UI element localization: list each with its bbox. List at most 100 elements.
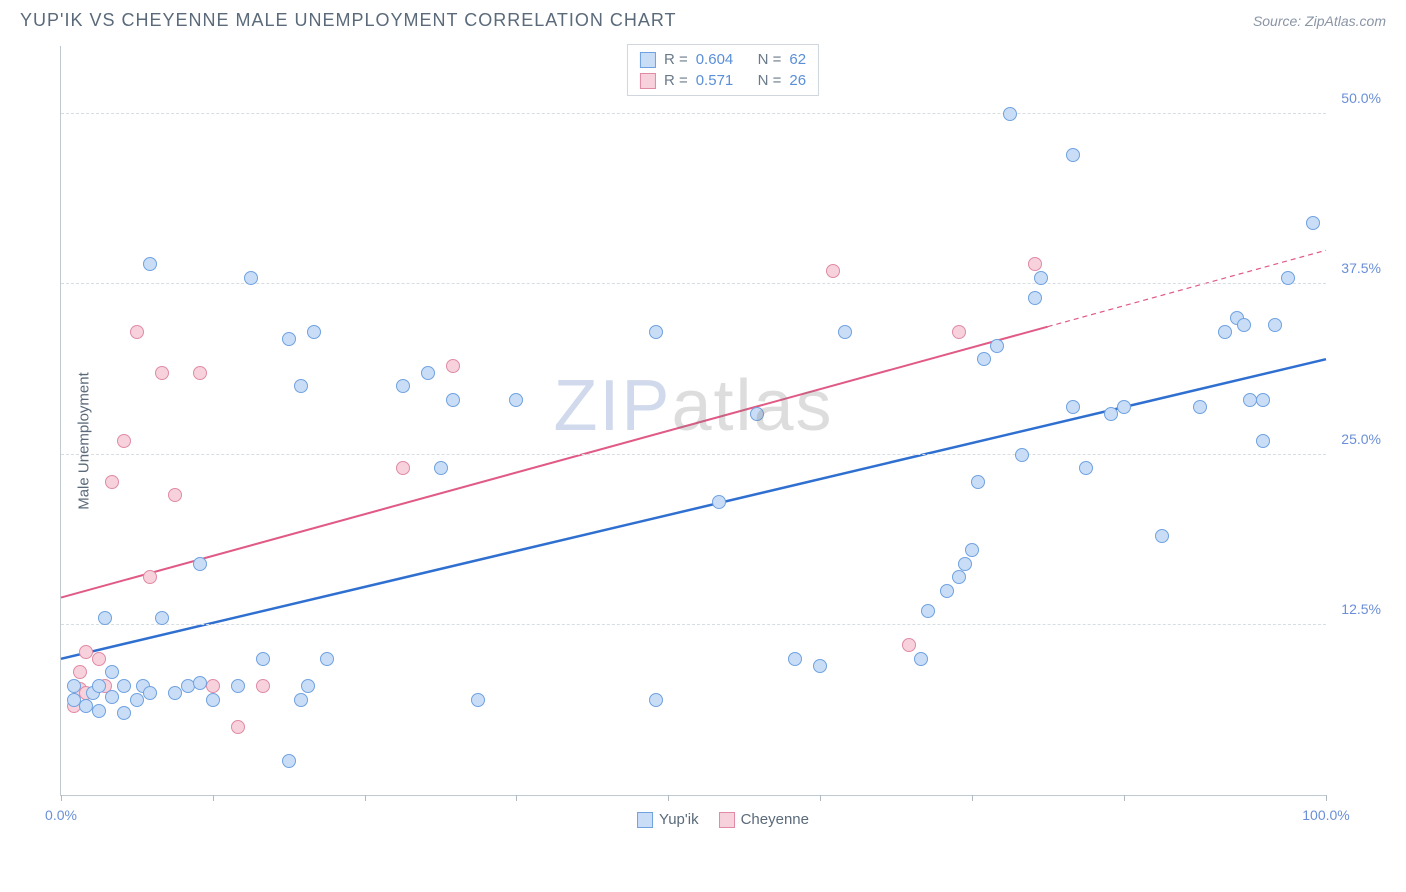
trend-lines-svg xyxy=(61,46,1326,795)
data-point-yupik xyxy=(838,325,852,339)
data-point-cheyenne xyxy=(143,570,157,584)
legend-item-cheyenne: Cheyenne xyxy=(719,811,809,828)
data-point-yupik xyxy=(244,271,258,285)
data-point-yupik xyxy=(1104,407,1118,421)
data-point-yupik xyxy=(282,754,296,768)
x-tick xyxy=(516,795,517,801)
data-point-yupik xyxy=(952,570,966,584)
data-point-yupik xyxy=(193,676,207,690)
data-point-yupik xyxy=(1034,271,1048,285)
swatch-cheyenne xyxy=(719,812,735,828)
x-tick xyxy=(1326,795,1327,801)
data-point-yupik xyxy=(446,393,460,407)
data-point-yupik xyxy=(155,611,169,625)
data-point-yupik xyxy=(396,379,410,393)
data-point-yupik xyxy=(921,604,935,618)
x-tick xyxy=(1124,795,1125,801)
series-legend: Yup'ik Cheyenne xyxy=(637,811,809,828)
data-point-yupik xyxy=(301,679,315,693)
data-point-yupik xyxy=(168,686,182,700)
data-point-yupik xyxy=(813,659,827,673)
data-point-cheyenne xyxy=(231,720,245,734)
data-point-yupik xyxy=(117,706,131,720)
swatch-cheyenne xyxy=(640,73,656,89)
data-point-yupik xyxy=(788,652,802,666)
data-point-cheyenne xyxy=(826,264,840,278)
data-point-yupik xyxy=(1268,318,1282,332)
data-point-cheyenne xyxy=(105,475,119,489)
x-tick-label: 0.0% xyxy=(45,807,77,823)
data-point-yupik xyxy=(914,652,928,666)
plot-area: ZIPatlas 12.5%25.0%37.5%50.0%0.0%100.0% xyxy=(60,46,1326,796)
data-point-yupik xyxy=(1015,448,1029,462)
data-point-yupik xyxy=(750,407,764,421)
n-label: N = xyxy=(758,51,782,68)
x-tick xyxy=(820,795,821,801)
data-point-yupik xyxy=(1066,148,1080,162)
data-point-cheyenne xyxy=(206,679,220,693)
data-point-cheyenne xyxy=(73,665,87,679)
chart-container: Male Unemployment ZIPatlas 12.5%25.0%37.… xyxy=(60,36,1386,846)
swatch-yupik xyxy=(640,52,656,68)
data-point-yupik xyxy=(92,679,106,693)
data-point-yupik xyxy=(1079,461,1093,475)
data-point-cheyenne xyxy=(1028,257,1042,271)
data-point-yupik xyxy=(143,686,157,700)
data-point-yupik xyxy=(990,339,1004,353)
data-point-yupik xyxy=(649,325,663,339)
data-point-yupik xyxy=(193,557,207,571)
r-label: R = xyxy=(664,51,688,68)
data-point-cheyenne xyxy=(902,638,916,652)
data-point-yupik xyxy=(105,665,119,679)
data-point-yupik xyxy=(1256,434,1270,448)
x-tick xyxy=(972,795,973,801)
gridline xyxy=(61,113,1326,114)
series-label-cheyenne: Cheyenne xyxy=(741,811,809,828)
data-point-yupik xyxy=(971,475,985,489)
data-point-yupik xyxy=(977,352,991,366)
data-point-yupik xyxy=(307,325,321,339)
watermark-atlas: atlas xyxy=(671,366,833,446)
data-point-yupik xyxy=(1003,107,1017,121)
data-point-cheyenne xyxy=(446,359,460,373)
data-point-yupik xyxy=(1237,318,1251,332)
data-point-yupik xyxy=(1306,216,1320,230)
x-tick xyxy=(668,795,669,801)
chart-title: YUP'IK VS CHEYENNE MALE UNEMPLOYMENT COR… xyxy=(20,10,677,31)
watermark: ZIPatlas xyxy=(553,365,833,447)
data-point-yupik xyxy=(940,584,954,598)
data-point-cheyenne xyxy=(256,679,270,693)
r-value-yupik: 0.604 xyxy=(696,51,734,68)
y-tick-label: 25.0% xyxy=(1331,431,1381,447)
source-attribution: Source: ZipAtlas.com xyxy=(1253,13,1386,29)
x-tick xyxy=(61,795,62,801)
data-point-cheyenne xyxy=(168,488,182,502)
data-point-yupik xyxy=(1155,529,1169,543)
data-point-yupik xyxy=(1066,400,1080,414)
data-point-yupik xyxy=(92,704,106,718)
gridline xyxy=(61,454,1326,455)
y-tick-label: 12.5% xyxy=(1331,601,1381,617)
data-point-cheyenne xyxy=(130,325,144,339)
watermark-zip: ZIP xyxy=(553,366,671,446)
data-point-yupik xyxy=(98,611,112,625)
data-point-yupik xyxy=(294,379,308,393)
correlation-legend: R = 0.604 N = 62 R = 0.571 N = 26 xyxy=(627,44,819,96)
data-point-yupik xyxy=(117,679,131,693)
data-point-yupik xyxy=(1117,400,1131,414)
data-point-cheyenne xyxy=(396,461,410,475)
data-point-cheyenne xyxy=(193,366,207,380)
y-tick-label: 37.5% xyxy=(1331,260,1381,276)
data-point-yupik xyxy=(471,693,485,707)
data-point-yupik xyxy=(1193,400,1207,414)
data-point-yupik xyxy=(434,461,448,475)
data-point-cheyenne xyxy=(952,325,966,339)
data-point-yupik xyxy=(421,366,435,380)
data-point-yupik xyxy=(712,495,726,509)
gridline xyxy=(61,624,1326,625)
x-tick-label: 100.0% xyxy=(1302,807,1349,823)
r-value-cheyenne: 0.571 xyxy=(696,72,734,89)
data-point-yupik xyxy=(1281,271,1295,285)
x-tick xyxy=(365,795,366,801)
n-value-cheyenne: 26 xyxy=(789,72,806,89)
